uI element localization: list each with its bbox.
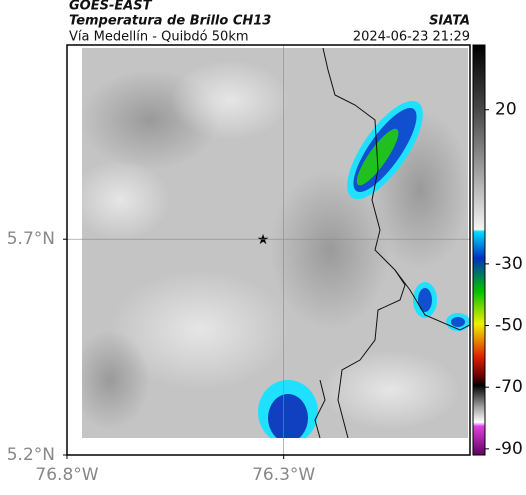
location-star: ★ <box>257 232 270 248</box>
colorbar-label: -90 <box>495 439 523 459</box>
colorbar-label: -30 <box>495 254 523 274</box>
y-tick-label: 5.2°N <box>7 445 55 465</box>
map-frame <box>66 44 471 456</box>
colorbar-label: 20 <box>495 100 517 120</box>
colorbar-label: -50 <box>495 316 523 336</box>
org: SIATA <box>429 14 470 29</box>
colorbar-label: -70 <box>495 377 523 397</box>
colorbar <box>472 44 486 456</box>
title: GOES-EAST <box>69 0 153 14</box>
x-tick-label: 76.3°W <box>252 465 315 485</box>
timestamp: 2024-06-23 21:29 <box>353 30 470 45</box>
satellite-image: ★ <box>67 45 470 455</box>
route: Vía Medellín - Quibdó 50km <box>69 30 249 45</box>
x-tick-label: 76.8°W <box>35 465 98 485</box>
subtitle: Temperatura de Brillo CH13 <box>69 14 271 29</box>
y-tick-label: 5.7°N <box>7 229 55 249</box>
